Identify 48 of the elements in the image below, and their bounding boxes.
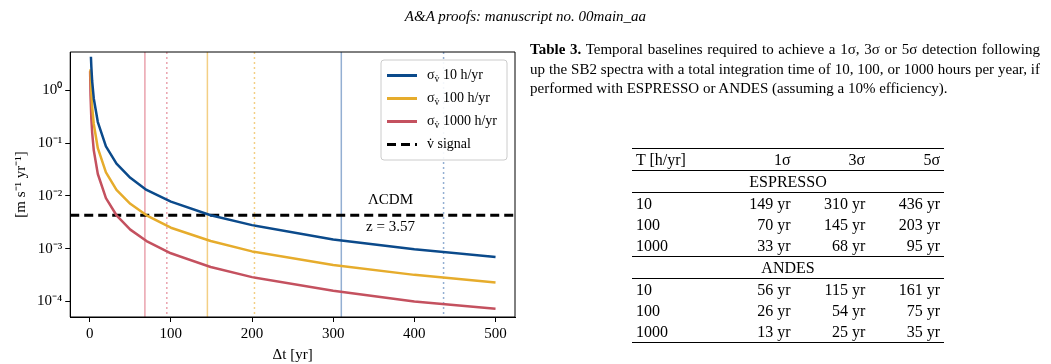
- y-tick-label: 10: [635, 194, 653, 214]
- x-tick-label: 100: [159, 324, 183, 341]
- data-label: 54 yr: [830, 301, 867, 321]
- y-tick-label: 100: [635, 301, 661, 321]
- y-tick-label: 10⁰: [42, 81, 63, 98]
- y-tick-label: 10⁻³: [37, 239, 63, 256]
- x-tick-label: 1σ: [772, 150, 792, 170]
- data-label: 149 yr: [748, 194, 792, 214]
- data-label: 13 yr: [756, 322, 792, 343]
- data-label: 25 yr: [830, 322, 867, 343]
- annotation: ANDES: [632, 256, 944, 279]
- annotation: ΛCDM: [367, 191, 413, 208]
- data-label: 145 yr: [822, 215, 867, 235]
- legend-label: v̇ signal: [427, 136, 472, 152]
- data-label: 56 yr: [756, 280, 792, 300]
- annotation: ESPRESSO: [632, 170, 944, 193]
- x-tick-label: 3σ: [847, 150, 867, 170]
- y-tick-label: 1000: [635, 236, 669, 256]
- y-tick-label: 10⁻²: [37, 186, 63, 203]
- data-label: 35 yr: [905, 322, 941, 343]
- data-label: 70 yr: [756, 215, 792, 235]
- x-tick-label: 300: [321, 324, 345, 341]
- data-label: 95 yr: [905, 236, 941, 257]
- text: A&A proofs: manuscript no. 00main_aa: [403, 8, 648, 25]
- y-axis-title: [m s⁻¹ yr⁻¹]: [11, 151, 28, 218]
- data-label: 115 yr: [823, 280, 867, 300]
- y-tick-label: 10⁻⁴: [37, 292, 63, 309]
- chart-title: Table 3. Temporal baselines required to achieve a 1σ, 3σ or 5σ detection following up the SB2 spectra with a total integration time of 10, 100, or 1000 hours per year, if performed with ESPRESSO or ANDES (assuming a 10% efficiency).: [530, 40, 1040, 98]
- x-tick-label: 200: [240, 324, 264, 341]
- y-tick-label: 100: [635, 215, 661, 235]
- y-tick-label: 10: [635, 280, 653, 300]
- data-label: 310 yr: [822, 194, 867, 214]
- y-axis-title: T [h/yr]: [635, 150, 687, 171]
- data-label: 68 yr: [830, 236, 867, 257]
- x-axis-title: Δt [yr]: [272, 345, 313, 362]
- y-tick-label: 10⁻¹: [37, 134, 63, 151]
- x-tick-label: 500: [484, 324, 507, 341]
- data-label: 161 yr: [897, 280, 941, 300]
- x-tick-label: 400: [403, 324, 426, 341]
- annotation: z = 3.57: [366, 217, 416, 234]
- y-tick-label: 1000: [635, 322, 669, 342]
- data-label: 203 yr: [897, 215, 941, 235]
- data-label: 75 yr: [905, 301, 941, 321]
- x-tick-label: 0: [85, 324, 94, 341]
- data-label: 436 yr: [897, 194, 941, 214]
- x-tick-label: 5σ: [922, 150, 941, 170]
- data-label: 26 yr: [756, 301, 792, 321]
- data-label: 33 yr: [756, 236, 792, 257]
